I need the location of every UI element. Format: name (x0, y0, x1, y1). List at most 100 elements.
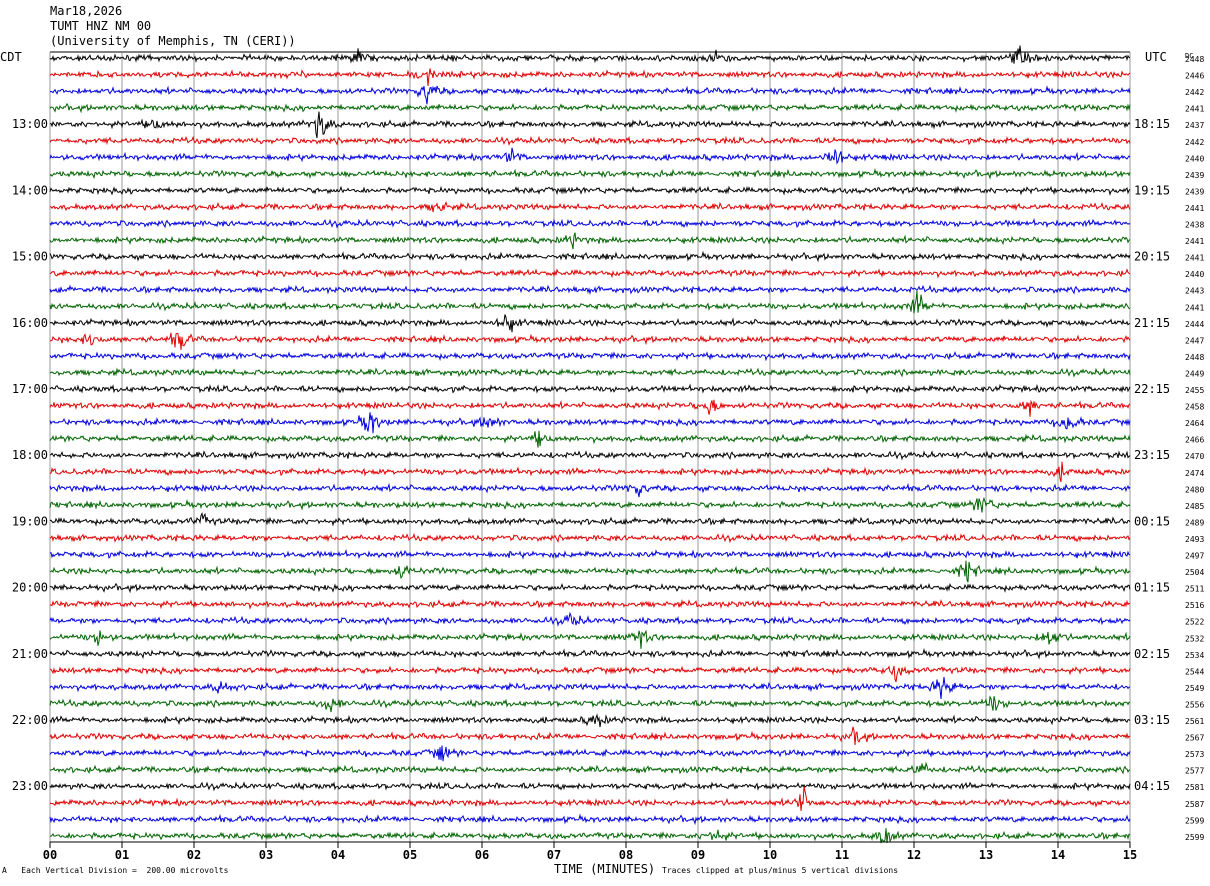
traces (49, 45, 1131, 844)
trace-row (49, 780, 1131, 792)
trace-row (49, 232, 1131, 250)
left-hour-label: 22:00 (12, 713, 48, 727)
dc-value: 2556 (1185, 700, 1204, 709)
dc-value: 2440 (1185, 154, 1204, 163)
plot-header: Mar18,2026 TUMT HNZ NM 00 (University of… (50, 4, 296, 49)
institution-label: (University of Memphis, TN (CERI)) (50, 34, 296, 48)
right-hour-label: 00:15 (1134, 514, 1170, 528)
x-tick-label: 15 (1123, 848, 1137, 862)
trace-row (49, 399, 1131, 417)
left-hour-label: 20:00 (12, 581, 48, 595)
left-hour-label: 18:00 (12, 448, 48, 462)
x-tick-label: 01 (115, 848, 129, 862)
left-hour-label: 15:00 (12, 250, 48, 264)
dc-value: 2438 (1185, 221, 1204, 230)
corner-mark: A (2, 866, 7, 875)
dc-value: 2440 (1185, 270, 1204, 279)
right-hour-label: 04:15 (1134, 779, 1170, 793)
right-hour-label: 02:15 (1134, 647, 1170, 661)
right-hour-label: 01:15 (1134, 581, 1170, 595)
dc-value: 2599 (1185, 833, 1204, 842)
left-hour-label: 19:00 (12, 514, 48, 528)
trace-row (49, 450, 1131, 461)
x-tick-label: 12 (907, 848, 921, 862)
dc-value: 2532 (1185, 634, 1204, 643)
trace-row (49, 367, 1131, 378)
trace-row (49, 430, 1131, 448)
dc-value: 2441 (1185, 237, 1204, 246)
trace-row (49, 582, 1131, 594)
dc-label: DC (1185, 52, 1193, 60)
dc-value: 2534 (1185, 651, 1204, 660)
dc-value: 2516 (1185, 601, 1204, 610)
dc-value: 2443 (1185, 287, 1204, 296)
trace-row (49, 813, 1131, 826)
x-tick-label: 10 (763, 848, 777, 862)
trace-row (49, 482, 1131, 498)
scale-note: Each Vertical Division = 200.00 microvol… (21, 866, 229, 875)
trace-row (49, 45, 1131, 64)
dc-value: 2455 (1185, 386, 1204, 395)
right-hour-label: 18:15 (1134, 117, 1170, 131)
dc-value: 2442 (1185, 88, 1204, 97)
trace-row (49, 250, 1131, 263)
dc-value: 2446 (1185, 72, 1204, 81)
x-tick-label: 06 (475, 848, 489, 862)
trace-row (49, 201, 1131, 213)
trace-row (49, 268, 1131, 279)
dc-value: 2581 (1185, 783, 1204, 792)
trace-row (49, 412, 1131, 434)
dc-value: 2439 (1185, 171, 1204, 180)
grid (49, 51, 1131, 842)
dc-value: 2437 (1185, 121, 1204, 130)
dc-value: 2493 (1185, 535, 1204, 544)
trace-row (49, 168, 1131, 180)
dc-value: 2466 (1185, 436, 1204, 445)
x-tick-label: 13 (979, 848, 993, 862)
trace-row (49, 350, 1131, 362)
clip-note: Traces clipped at plus/minus 5 vertical … (662, 866, 899, 875)
dc-value: 2587 (1185, 800, 1204, 809)
x-tick-label: 08 (619, 848, 633, 862)
left-hour-label: 16:00 (12, 316, 48, 330)
dc-value: 2599 (1185, 816, 1204, 825)
station-label: TUMT HNZ NM 00 (50, 19, 152, 33)
footer-left: A Each Vertical Division = 200.00 microv… (2, 866, 228, 875)
dc-value: 2504 (1185, 568, 1204, 577)
dc-value: 2442 (1185, 138, 1204, 147)
x-tick-label: 03 (259, 848, 273, 862)
left-hour-label: 21:00 (12, 647, 48, 661)
x-tick-label: 00 (43, 848, 57, 862)
trace-row (49, 599, 1131, 610)
left-hour-label: 14:00 (12, 183, 48, 197)
dc-value: 2577 (1185, 767, 1204, 776)
trace-row (49, 726, 1131, 746)
trace-row (49, 745, 1131, 762)
x-tick-label: 11 (835, 848, 849, 862)
x-axis-title: TIME (MINUTES) (554, 862, 656, 876)
right-hour-label: 21:15 (1134, 316, 1170, 330)
dc-value: 2573 (1185, 750, 1204, 759)
x-tick-label: 02 (187, 848, 201, 862)
left-hour-label: 17:00 (12, 382, 48, 396)
left-hour-label: 13:00 (12, 117, 48, 131)
trace-row (49, 383, 1131, 395)
trace-row (49, 761, 1131, 775)
trace-row (49, 461, 1131, 483)
right-hour-label: 20:15 (1134, 250, 1170, 264)
dc-value: 2464 (1185, 419, 1204, 428)
dc-value: 2447 (1185, 336, 1204, 345)
left-hour-label: 23:00 (12, 779, 48, 793)
trace-row (49, 111, 1131, 139)
right-hour-label: 19:15 (1134, 183, 1170, 197)
trace-row (50, 332, 1131, 350)
dc-value: 2470 (1185, 452, 1204, 461)
dc-value: 2439 (1185, 187, 1204, 196)
trace-row (49, 496, 1131, 513)
date-label: Mar18,2026 (50, 4, 123, 18)
right-timezone-label: UTC (1145, 50, 1167, 64)
x-tick-label: 05 (403, 848, 417, 862)
trace-row (49, 85, 1131, 105)
trace-row (49, 284, 1131, 296)
dc-value: 2441 (1185, 204, 1204, 213)
